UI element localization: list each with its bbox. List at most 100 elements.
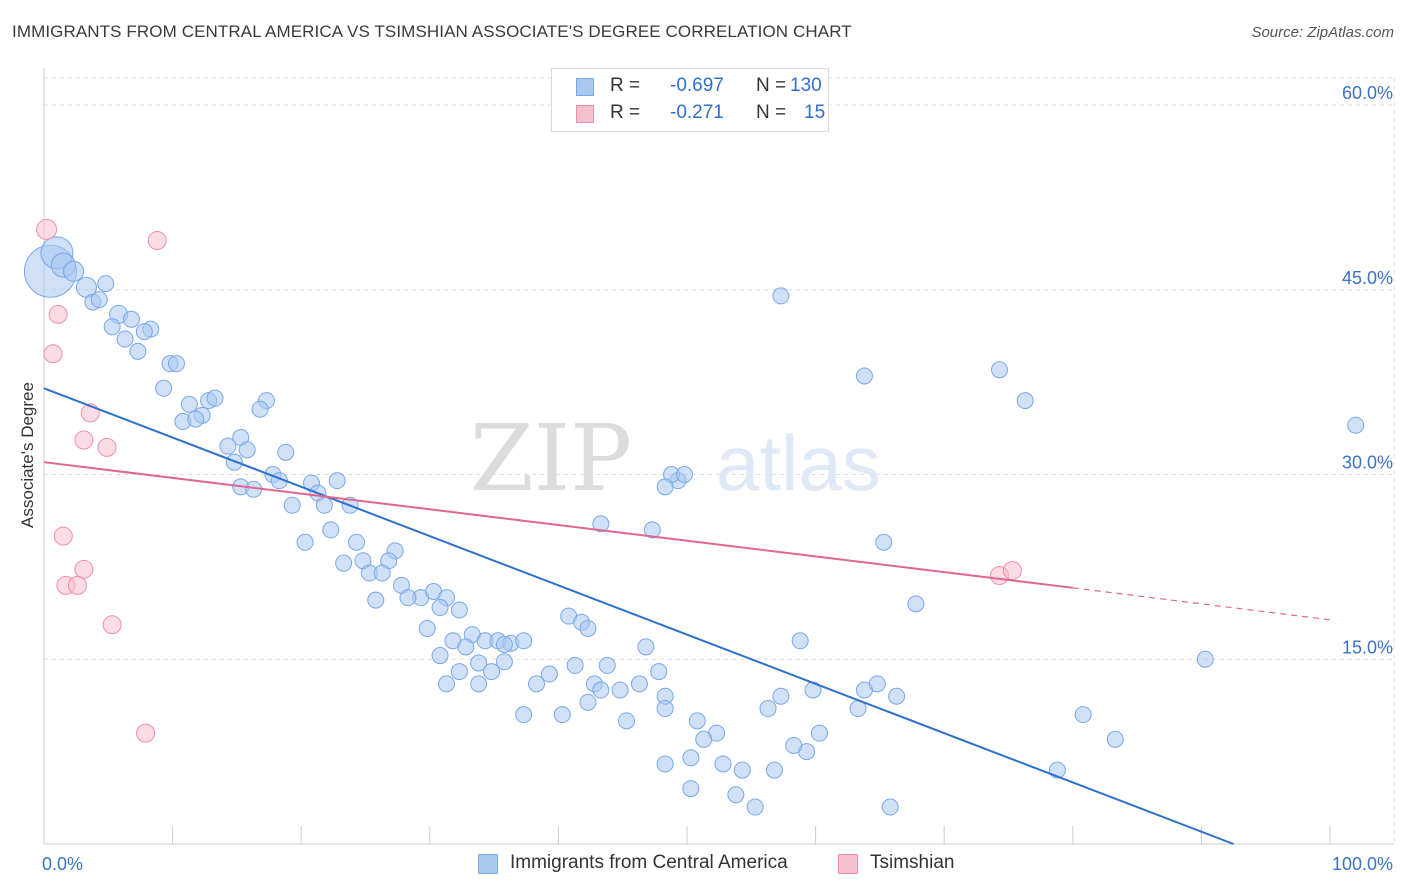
point-central-america [637,638,655,656]
point-central-america [650,663,668,681]
point-central-america [1196,650,1214,668]
point-central-america [540,665,558,683]
point-central-america [399,589,417,607]
source-label: Source: ZipAtlas.com [1251,24,1394,41]
watermark-atlas: atlas [716,419,881,507]
point-tsimshian [74,559,94,579]
legend-r-label: R = [610,102,641,123]
point-central-america [656,755,674,773]
legend-n-label: N = [756,102,787,123]
point-central-america [129,342,147,360]
watermark-zip: ZIP [470,405,632,512]
point-tsimshian [36,218,58,240]
legend-swatch-pink [576,105,594,123]
correlation-legend: R = -0.697 N = 130 R = -0.271 N = 15 [551,68,829,132]
point-tsimshian [1002,561,1022,581]
point-central-america [765,761,783,779]
point-central-america [855,367,873,385]
point-central-america [611,681,629,699]
point-central-america [347,533,365,551]
legend-r-value: -0.271 [670,102,724,123]
legend-n-value: 15 [804,102,826,123]
point-central-america [167,355,185,373]
point-central-america [1347,416,1365,434]
point-central-america [116,330,134,348]
y-tick-label: 15.0% [1342,637,1393,657]
point-central-america [746,798,764,816]
point-central-america [682,780,700,798]
point-central-america [450,663,468,681]
point-tsimshian [53,526,73,546]
legend-swatch-blue [576,78,594,96]
y-tick-label: 30.0% [1342,453,1393,473]
point-central-america [515,632,533,650]
point-central-america [155,379,173,397]
point-central-america [1016,392,1034,410]
point-tsimshian [74,430,94,450]
watermark: ZIP atlas [470,405,881,512]
point-central-america [566,656,584,674]
point-central-america [103,318,121,336]
trend-line-central-america [43,387,1234,845]
point-central-america [219,437,237,455]
point-central-america [553,706,571,724]
x-tick-label: 100.0% [1332,854,1393,874]
point-central-america [515,706,533,724]
point-central-america [431,647,449,665]
point-central-america [238,441,256,459]
point-central-america [528,675,546,693]
point-central-america [483,663,501,681]
trend-line-tsimshian-extension [1072,587,1331,621]
legend-r-label: R = [610,75,641,96]
point-central-america [63,260,85,282]
point-central-america [296,533,314,551]
legend-n-value: 130 [790,75,822,96]
trend-line-tsimshian [43,461,1073,589]
point-central-america [791,632,809,650]
chart-title: IMMIGRANTS FROM CENTRAL AMERICA VS TSIMS… [12,22,852,41]
point-central-america [598,656,616,674]
point-central-america [1074,706,1092,724]
point-central-america [643,521,661,539]
point-central-america [772,287,790,305]
point-central-america [868,675,886,693]
point-central-america [206,389,224,407]
trend-lines [43,387,1331,845]
point-central-america [277,443,295,461]
x-tick-label: 0.0% [42,854,83,874]
point-central-america [656,478,674,496]
point-central-america [495,635,513,653]
axes [43,68,1394,845]
point-central-america [438,675,456,693]
point-tsimshian [136,723,156,743]
point-central-america [283,496,301,514]
point-central-america [688,712,706,730]
point-central-america [727,786,745,804]
point-central-america [251,400,269,418]
point-central-america [122,310,140,328]
point-tsimshian [97,437,117,457]
legend-r-value: -0.697 [670,75,724,96]
point-tsimshian [48,304,68,324]
point-central-america [457,638,475,656]
point-central-america [759,700,777,718]
point-tsimshian [102,615,122,635]
y-axis-label: Associate's Degree [18,382,37,528]
point-central-america [470,675,488,693]
y-tick-label: 45.0% [1342,268,1393,288]
bottom-legend-label: Immigrants from Central America [510,852,788,873]
point-central-america [695,730,713,748]
point-central-america [322,521,340,539]
tick-labels: 15.0% 30.0% 45.0% 60.0% 0.0% 100.0% [42,83,1393,874]
point-central-america [579,619,597,637]
point-central-america [630,675,648,693]
point-central-america [135,323,153,341]
point-central-america [785,736,803,754]
point-central-america [97,275,115,293]
point-central-america [733,761,751,779]
y-tick-label: 60.0% [1342,83,1393,103]
point-tsimshian [67,575,87,595]
point-central-america [714,755,732,773]
point-central-america [656,700,674,718]
